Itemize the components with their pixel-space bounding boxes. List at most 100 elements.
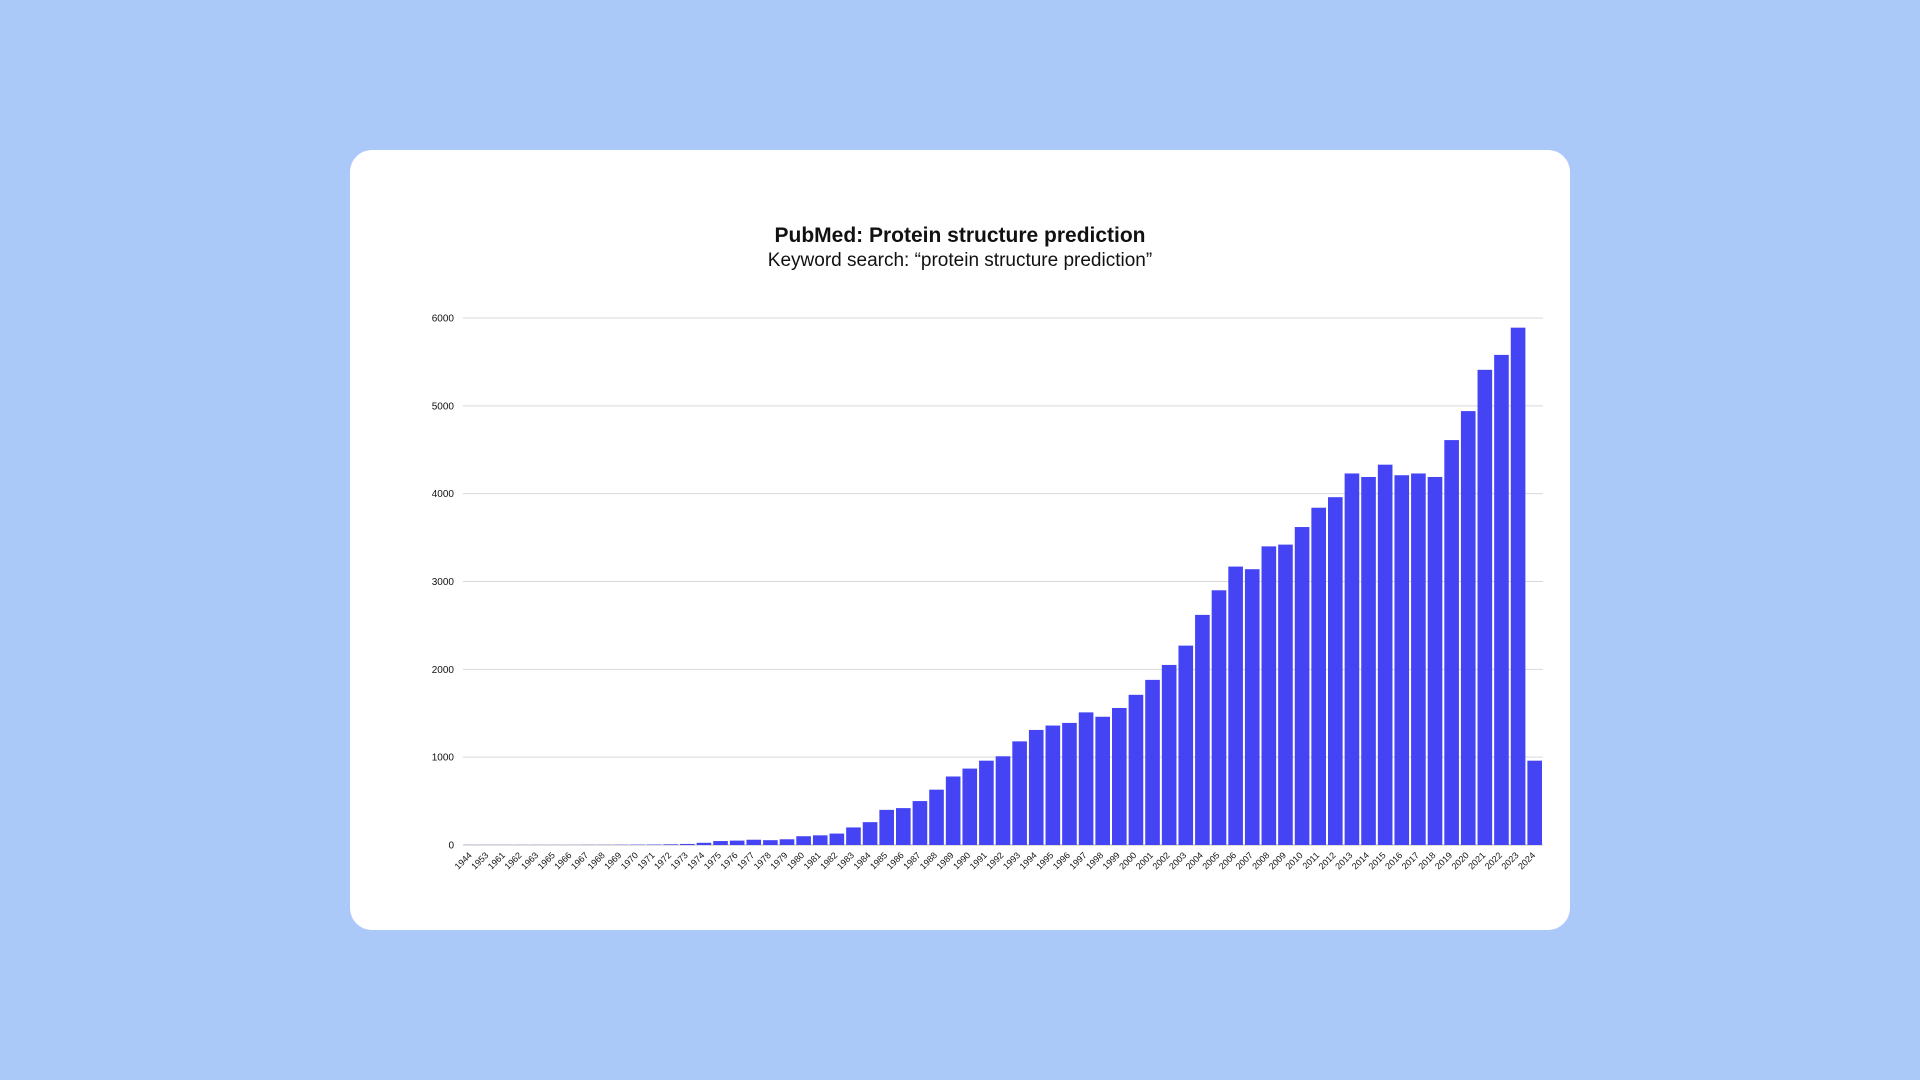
x-tick-label: 1982 [818, 850, 839, 871]
x-tick-label: 1980 [785, 850, 806, 871]
y-tick-label: 0 [448, 841, 454, 852]
bar-1978 [763, 840, 778, 845]
bar-2010 [1294, 527, 1310, 845]
y-tick-label: 1000 [432, 753, 455, 764]
bar-1989 [945, 776, 961, 845]
bar-1973 [680, 843, 695, 845]
x-tick-label: 1988 [918, 850, 939, 871]
x-tick-label: 1970 [619, 850, 640, 871]
bar-1981 [812, 835, 828, 845]
bar-1992 [995, 756, 1011, 845]
bar-1979 [779, 839, 795, 845]
x-tick-label: 1976 [719, 850, 740, 871]
bar-1975 [713, 841, 728, 845]
bar-1986 [896, 808, 911, 845]
bar-1993 [1012, 741, 1027, 845]
x-tick-label: 2000 [1117, 850, 1138, 871]
x-tick-label: 1977 [735, 850, 756, 871]
bar-1977 [746, 839, 762, 845]
bar-2013 [1344, 473, 1360, 845]
bar-2002 [1161, 664, 1177, 845]
x-tick-label: 2008 [1250, 850, 1271, 871]
x-tick-label: 1968 [586, 850, 607, 871]
x-tick-label: 1999 [1101, 850, 1122, 871]
bar-1997 [1078, 712, 1094, 845]
bar-2023 [1510, 327, 1526, 845]
x-tick-label: 2023 [1499, 850, 1520, 871]
bar-2008 [1261, 546, 1277, 845]
x-tick-label: 2020 [1450, 850, 1471, 871]
bar-2021 [1477, 369, 1493, 845]
x-tick-label: 1985 [868, 850, 889, 871]
bar-1994 [1028, 729, 1044, 845]
chart-subtitle: Keyword search: “protein structure predi… [767, 250, 1153, 271]
y-tick-label: 4000 [432, 489, 455, 500]
x-tick-label: 1987 [901, 850, 922, 871]
bar-1984 [862, 822, 878, 845]
x-tick-label: 1965 [536, 850, 557, 871]
bar-2014 [1361, 476, 1376, 845]
bar-2006 [1228, 566, 1243, 845]
x-tick-label: 1961 [486, 850, 507, 871]
x-tick-label: 2003 [1167, 850, 1188, 871]
y-tick-label: 3000 [432, 577, 455, 588]
x-tick-label: 1975 [702, 850, 723, 871]
bar-2020 [1460, 411, 1476, 845]
bar-2012 [1328, 497, 1343, 845]
x-tick-label: 1981 [802, 850, 823, 871]
x-tick-label: 1990 [951, 850, 972, 871]
x-tick-label: 1962 [503, 850, 524, 871]
bar-1990 [962, 768, 978, 845]
x-tick-label: 1992 [984, 850, 1005, 871]
x-tick-label: 2017 [1400, 850, 1421, 871]
bar-1974 [696, 842, 712, 845]
x-tick-label: 2014 [1350, 850, 1371, 871]
x-tick-label: 2021 [1466, 850, 1487, 871]
bar-2005 [1211, 590, 1227, 845]
x-tick-label: 2006 [1217, 850, 1238, 871]
bar-1988 [929, 789, 944, 845]
chart-card: PubMed: Protein structure prediction Key… [350, 150, 1570, 930]
bar-1998 [1095, 716, 1110, 845]
x-tick-label: 2015 [1367, 850, 1388, 871]
x-tick-label: 1997 [1067, 850, 1088, 871]
x-tick-label: 1974 [685, 850, 706, 871]
bar-1976 [729, 840, 745, 845]
x-tick-label: 1978 [752, 850, 773, 871]
bar-2009 [1278, 544, 1293, 845]
x-tick-label: 2018 [1416, 850, 1437, 871]
x-tick-label: 2007 [1234, 850, 1255, 871]
x-tick-label: 2012 [1317, 850, 1338, 871]
y-axis-ticks: 0 1000 2000 3000 4000 5000 6000 [432, 314, 455, 852]
y-tick-label: 2000 [432, 665, 455, 676]
x-tick-label: 1944 [453, 850, 474, 871]
x-tick-label: 1953 [469, 850, 490, 871]
x-tick-label: 1972 [652, 850, 673, 871]
x-tick-label: 1995 [1034, 850, 1055, 871]
bar-1996 [1062, 722, 1077, 845]
bar-2019 [1444, 440, 1459, 845]
bars [464, 327, 1542, 845]
x-tick-label: 1973 [669, 850, 690, 871]
x-tick-label: 2016 [1383, 850, 1404, 871]
x-tick-label: 1993 [1001, 850, 1022, 871]
bar-1999 [1112, 707, 1127, 845]
x-axis-ticks: 1944195319611962196319651966196719681969… [453, 850, 1538, 871]
bar-1972 [663, 844, 678, 845]
bar-2018 [1427, 476, 1443, 845]
bar-2007 [1244, 569, 1260, 845]
x-tick-label: 2013 [1333, 850, 1354, 871]
x-tick-label: 2009 [1267, 850, 1288, 871]
bar-2000 [1128, 694, 1144, 845]
x-tick-label: 1996 [1051, 850, 1072, 871]
bar-2015 [1377, 464, 1393, 845]
x-tick-label: 1963 [519, 850, 540, 871]
x-tick-label: 2011 [1301, 850, 1322, 871]
bar-2004 [1195, 614, 1210, 845]
bar-1995 [1045, 725, 1061, 845]
bar-2003 [1178, 645, 1194, 845]
x-tick-label: 2019 [1433, 850, 1454, 871]
x-tick-label: 2022 [1483, 850, 1504, 871]
bar-2022 [1494, 354, 1509, 845]
x-tick-label: 1983 [835, 850, 856, 871]
